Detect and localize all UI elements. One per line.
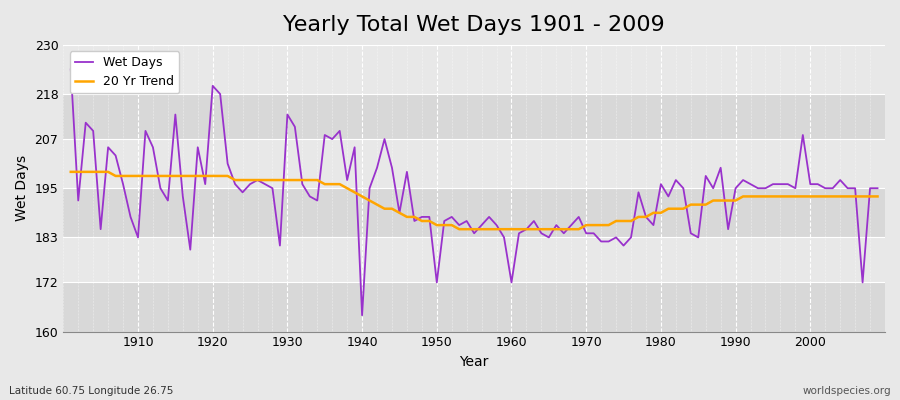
20 Yr Trend [334,182,345,186]
20 Yr Trend [506,227,517,232]
20 Yr Trend [66,170,77,174]
20 Yr Trend [290,178,301,182]
Wet Days [66,67,77,72]
Bar [63,188,885,237]
20 Yr Trend [603,223,614,228]
Bar [63,282,885,332]
Bar [63,45,885,94]
20 Yr Trend [872,194,883,199]
Wet Days [356,313,367,318]
Line: Wet Days: Wet Days [71,70,878,315]
Bar [63,94,885,139]
Wet Days [603,239,614,244]
Wet Days [125,214,136,219]
Line: 20 Yr Trend: 20 Yr Trend [71,172,878,229]
20 Yr Trend [125,174,136,178]
Text: Latitude 60.75 Longitude 26.75: Latitude 60.75 Longitude 26.75 [9,386,174,396]
20 Yr Trend [514,227,525,232]
Text: worldspecies.org: worldspecies.org [803,386,891,396]
Title: Yearly Total Wet Days 1901 - 2009: Yearly Total Wet Days 1901 - 2009 [284,15,665,35]
Wet Days [872,186,883,191]
Legend: Wet Days, 20 Yr Trend: Wet Days, 20 Yr Trend [69,51,179,93]
Bar [63,237,885,282]
Wet Days [514,231,525,236]
20 Yr Trend [454,227,464,232]
Wet Days [334,128,345,133]
X-axis label: Year: Year [460,355,489,369]
Wet Days [506,280,517,285]
Y-axis label: Wet Days: Wet Days [15,155,29,221]
Bar [63,139,885,188]
Wet Days [290,124,301,129]
